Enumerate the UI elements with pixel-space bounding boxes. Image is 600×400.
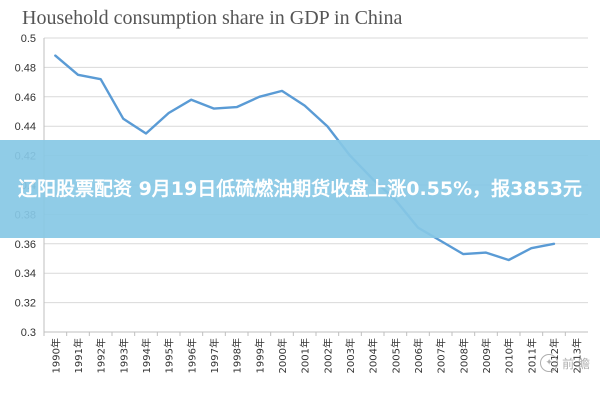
x-tick-label: 2001年 xyxy=(299,338,312,373)
x-tick-label: 1996年 xyxy=(185,338,198,373)
x-tick-label: 2011年 xyxy=(525,338,538,373)
x-tick-label: 2004年 xyxy=(367,338,380,373)
y-tick-label: 0.5 xyxy=(21,33,36,45)
y-tick-label: 0.44 xyxy=(15,121,36,133)
y-tick-label: 0.46 xyxy=(15,92,36,104)
x-tick-label: 1994年 xyxy=(140,338,153,373)
x-tick-label: 1993年 xyxy=(117,338,130,373)
x-tick-label: 1998年 xyxy=(231,338,244,373)
x-tick-label: 1995年 xyxy=(163,338,176,373)
x-tick-label: 2008年 xyxy=(457,338,470,373)
x-tick-label: 2000年 xyxy=(276,338,289,373)
x-tick-label: 2002年 xyxy=(321,338,334,373)
watermark: ✦ 前 瞻 xyxy=(540,354,590,372)
overlay-banner: 辽阳股票配资 9月19日低硫燃油期货收盘上涨0.55%，报3853元 xyxy=(0,140,600,238)
chart-title: Household consumption share in GDP in Ch… xyxy=(22,7,402,29)
y-tick-label: 0.3 xyxy=(21,327,36,339)
x-tick-label: 1991年 xyxy=(72,338,85,373)
x-tick-label: 2006年 xyxy=(412,338,425,373)
x-tick-label: 1999年 xyxy=(253,338,266,373)
y-tick-label: 0.48 xyxy=(15,62,36,74)
banner-text: 辽阳股票配资 9月19日低硫燃油期货收盘上涨0.55%，报3853元 xyxy=(17,178,583,200)
series-lines xyxy=(54,54,556,262)
x-tick-label: 1990年 xyxy=(49,338,62,373)
x-tick-label: 2005年 xyxy=(389,338,402,373)
y-tick-label: 0.36 xyxy=(15,239,36,251)
x-tick-label: 1992年 xyxy=(95,338,108,373)
watermark-logo-icon: ✦ xyxy=(540,354,559,372)
y-tick-label: 0.34 xyxy=(15,268,36,280)
watermark-text: 前 瞻 xyxy=(562,356,590,371)
x-tick-label: 1997年 xyxy=(208,338,221,373)
x-tick-labels: 1990年 1991年 1992年 1993年 1994年 1995年 1996年 1997年… xyxy=(49,338,583,373)
x-tick-label: 2010年 xyxy=(503,338,516,373)
y-tick-label: 0.32 xyxy=(15,298,36,310)
x-tick-label: 2013年 xyxy=(571,338,584,373)
x-tick-label: 2007年 xyxy=(435,338,448,373)
x-tick-label: 2009年 xyxy=(480,338,493,373)
x-tick-label: 2003年 xyxy=(344,338,357,373)
series-line xyxy=(54,54,556,262)
